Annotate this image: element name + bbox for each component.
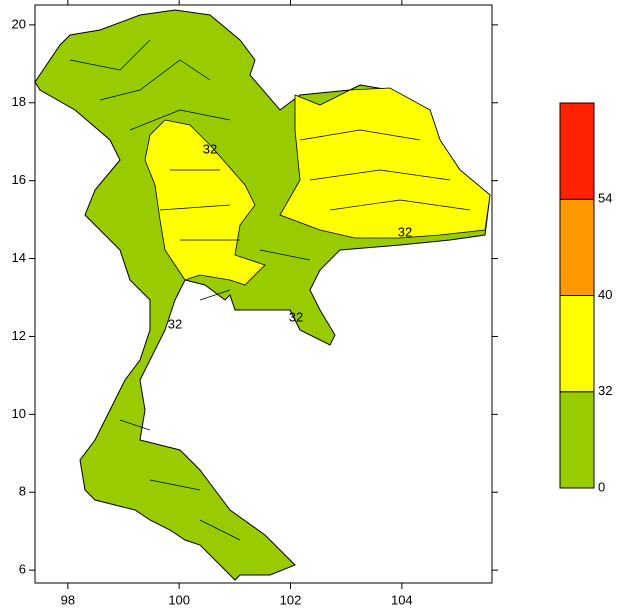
colorbar-label: 0 — [598, 479, 605, 494]
x-tick-label: 98 — [61, 592, 75, 607]
y-tick-label: 12 — [12, 328, 26, 343]
colorbar-segment — [559, 295, 595, 393]
colorbar-segment — [559, 102, 595, 200]
contour-label: 32 — [289, 309, 303, 324]
map-fill: 32 32 32 32 — [34, 9, 491, 581]
colorbar-label: 54 — [598, 191, 612, 206]
x-tick-label: 100 — [168, 592, 190, 607]
contour-label: 32 — [168, 316, 182, 331]
area-32-40 — [279, 87, 491, 239]
area-32-40 — [144, 119, 266, 286]
land-below-32 — [34, 9, 491, 581]
colorbar-segment — [559, 391, 595, 489]
colorbar-label: 32 — [598, 383, 612, 398]
colorbar-segment — [559, 198, 595, 296]
contour-label: 32 — [398, 224, 412, 239]
y-tick-label: 16 — [12, 172, 26, 187]
y-tick-label: 18 — [12, 94, 26, 109]
colorbar-label: 40 — [598, 287, 612, 302]
y-tick-label: 14 — [12, 250, 26, 265]
x-tick-label: 102 — [280, 592, 302, 607]
contour-label: 32 — [203, 141, 217, 156]
province-borders — [69, 39, 471, 541]
y-tick-label: 6 — [19, 562, 26, 577]
y-tick-label: 20 — [12, 16, 26, 31]
plot-frame — [34, 4, 493, 584]
y-tick-label: 8 — [19, 484, 26, 499]
x-tick-label: 104 — [391, 592, 413, 607]
y-tick-label: 10 — [12, 406, 26, 421]
